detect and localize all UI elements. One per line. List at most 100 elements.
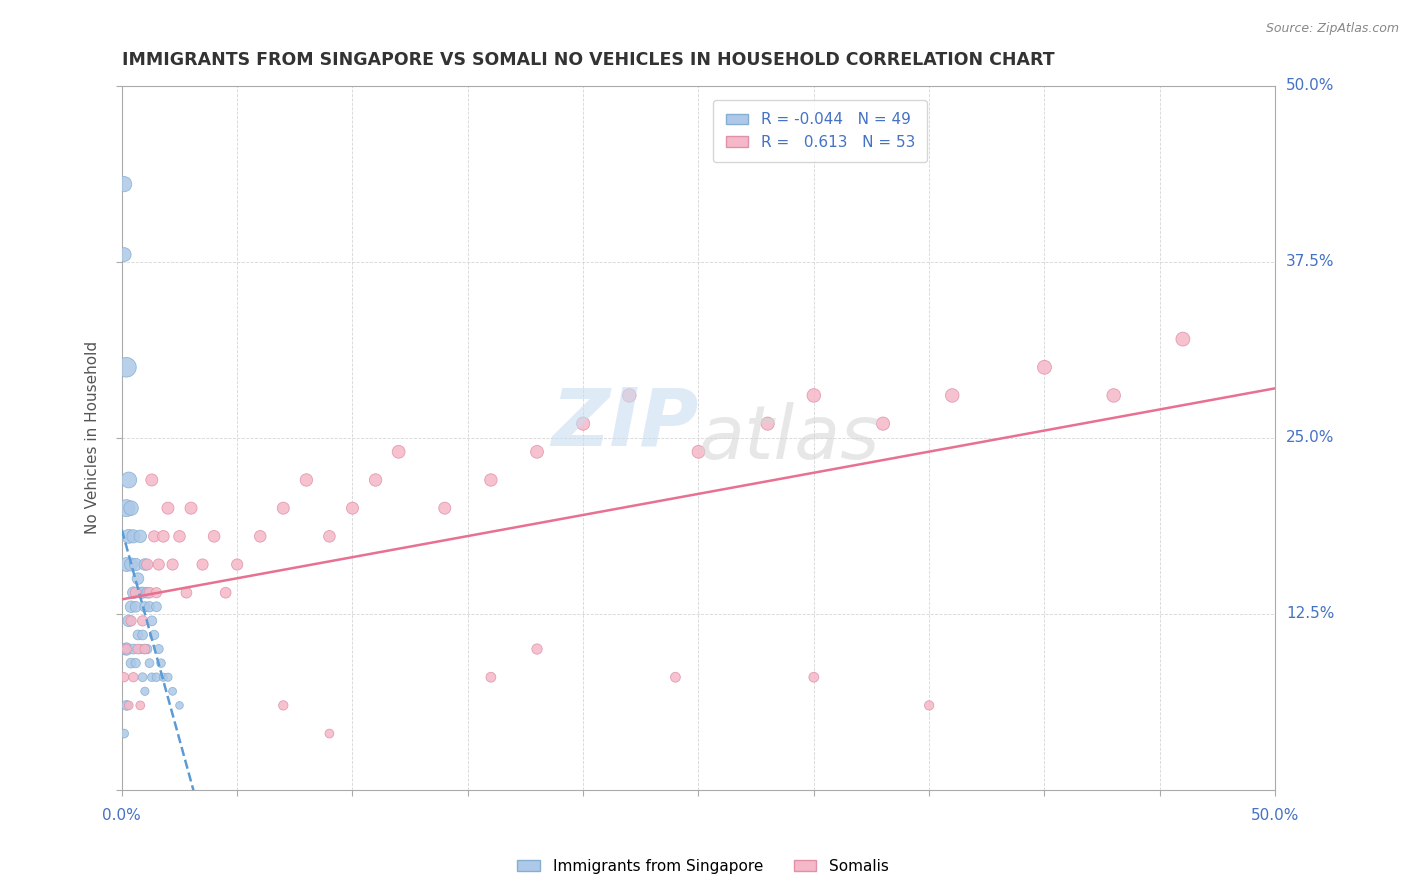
Point [162, 558, 184, 572]
Point [756, 417, 779, 431]
Point [145, 670, 167, 684]
Point [619, 388, 641, 402]
Point [143, 628, 166, 642]
Point [803, 388, 825, 402]
Text: 12.5%: 12.5% [1286, 607, 1334, 622]
Point [129, 585, 152, 599]
Point [941, 388, 963, 402]
Point [129, 698, 152, 713]
Point [112, 670, 135, 684]
Point [479, 670, 502, 684]
Point [249, 529, 271, 543]
Point [271, 501, 294, 516]
Point [145, 585, 167, 599]
Point [872, 417, 894, 431]
Point [115, 360, 138, 375]
Point [134, 558, 156, 572]
Point [112, 247, 135, 261]
Point [152, 529, 174, 543]
Text: IMMIGRANTS FROM SINGAPORE VS SOMALI NO VEHICLES IN HOUSEHOLD CORRELATION CHART: IMMIGRANTS FROM SINGAPORE VS SOMALI NO V… [122, 51, 1054, 69]
Point [152, 670, 174, 684]
Point [134, 642, 156, 657]
Point [124, 656, 146, 670]
Point [479, 473, 502, 487]
Point [1171, 332, 1194, 346]
Point [688, 445, 710, 459]
Point [120, 558, 142, 572]
Point [131, 585, 153, 599]
Point [118, 698, 141, 713]
Point [131, 614, 153, 628]
Point [138, 599, 160, 614]
Point [918, 698, 941, 713]
Point [115, 642, 138, 657]
Point [136, 558, 159, 572]
Point [145, 599, 167, 614]
Point [148, 558, 170, 572]
Point [803, 670, 825, 684]
Text: 50.0%: 50.0% [1286, 78, 1334, 93]
Point [295, 473, 318, 487]
Point [138, 656, 160, 670]
Point [127, 572, 149, 586]
Point [214, 585, 236, 599]
Point [115, 642, 138, 657]
Point [664, 670, 686, 684]
Point [141, 614, 163, 628]
Point [115, 698, 138, 713]
Point [131, 628, 153, 642]
Point [141, 670, 163, 684]
Point [169, 698, 191, 713]
Text: 37.5%: 37.5% [1286, 254, 1334, 269]
Point [156, 670, 179, 684]
Point [141, 473, 163, 487]
Point [318, 726, 340, 740]
Point [118, 614, 141, 628]
Point [120, 656, 142, 670]
Point [148, 642, 170, 657]
Point [118, 473, 141, 487]
Text: 50.0%: 50.0% [1251, 808, 1299, 823]
Point [134, 684, 156, 698]
Point [342, 501, 364, 516]
Point [120, 501, 142, 516]
Point [156, 501, 179, 516]
Point [115, 558, 138, 572]
Point [136, 642, 159, 657]
Point [127, 642, 149, 657]
Point [1102, 388, 1125, 402]
Point [202, 529, 225, 543]
Point [122, 585, 145, 599]
Point [433, 501, 456, 516]
Point [112, 726, 135, 740]
Point [169, 529, 191, 543]
Point [118, 529, 141, 543]
Point [134, 642, 156, 657]
Point [124, 585, 146, 599]
Point [136, 585, 159, 599]
Point [318, 529, 340, 543]
Point [120, 614, 142, 628]
Point [572, 417, 595, 431]
Point [162, 684, 184, 698]
Point [131, 670, 153, 684]
Text: atlas: atlas [699, 401, 880, 474]
Point [364, 473, 387, 487]
Y-axis label: No Vehicles in Household: No Vehicles in Household [86, 341, 100, 534]
Point [115, 501, 138, 516]
Point [122, 670, 145, 684]
Point [122, 642, 145, 657]
Point [112, 642, 135, 657]
Point [388, 445, 411, 459]
Point [134, 599, 156, 614]
Point [124, 558, 146, 572]
Point [129, 642, 152, 657]
Point [124, 599, 146, 614]
Text: 25.0%: 25.0% [1286, 430, 1334, 445]
Point [112, 177, 135, 191]
Legend: R = -0.044   N = 49, R =   0.613   N = 53: R = -0.044 N = 49, R = 0.613 N = 53 [713, 100, 928, 162]
Point [143, 529, 166, 543]
Point [526, 445, 548, 459]
Point [271, 698, 294, 713]
Point [1033, 360, 1056, 375]
